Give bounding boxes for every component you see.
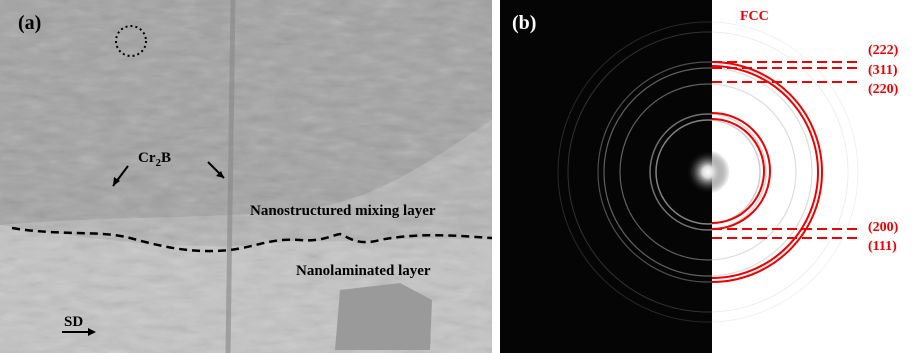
panel-label: (a)	[18, 12, 41, 34]
layer-label: Nanolaminated layer	[296, 263, 431, 279]
diffraction-pattern: (b)	[500, 0, 858, 353]
plane-label: (311)	[868, 63, 898, 78]
plane-label: (111)	[868, 239, 897, 254]
panel-label: (b)	[512, 12, 536, 34]
structure-label: FCC	[740, 9, 769, 24]
phase-rest: B	[161, 150, 171, 166]
micrograph: (a) Cr2B Nanostructured mixing layer Nan…	[0, 0, 492, 353]
phase-base: Cr	[138, 150, 156, 166]
layer-label: Nanostructured mixing layer	[250, 203, 436, 219]
plane-label: (222)	[868, 43, 899, 58]
plane-label: (220)	[868, 82, 899, 97]
pattern-background	[500, 0, 712, 353]
particle	[335, 283, 432, 350]
figure: (a) Cr2B Nanostructured mixing layer Nan…	[0, 0, 918, 353]
central-beam	[686, 150, 730, 194]
direction-label: SD	[64, 314, 83, 330]
plane-label: (200)	[868, 220, 899, 235]
